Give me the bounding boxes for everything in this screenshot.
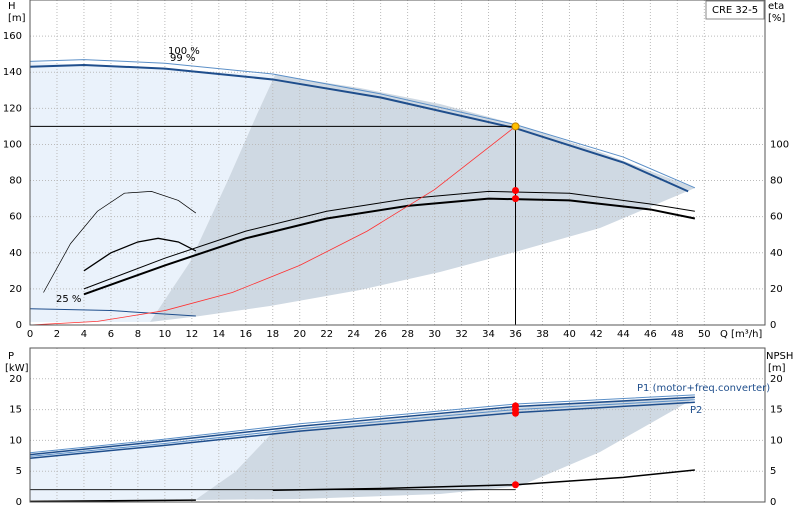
x-tick-label: 40	[563, 329, 576, 340]
curve	[29, 63, 689, 193]
x-tick-label: 18	[266, 329, 279, 340]
x-tick-label: 42	[590, 329, 603, 340]
x-tick-label: 34	[482, 329, 495, 340]
x-tick-label: 14	[212, 329, 225, 340]
x-tick-label: 4	[81, 329, 87, 340]
y2-label: eta	[768, 1, 784, 12]
x-tick-label: 10	[158, 329, 171, 340]
y-tick-label: 160	[3, 31, 22, 42]
model: CRE 32-5	[712, 5, 758, 16]
x-tick-label: 24	[347, 329, 360, 340]
x-tick-label: 2	[54, 329, 60, 340]
y2-tick-label: 20	[770, 284, 783, 295]
y-tick-label: 20	[9, 374, 22, 385]
curve	[29, 396, 695, 456]
y2-label: NPSH	[766, 351, 793, 362]
x-tick-label: 38	[536, 329, 549, 340]
y-tick-label: 60	[9, 212, 22, 223]
y2-tick-label: 80	[770, 176, 783, 187]
duty-point	[511, 122, 520, 131]
y2-tick-label: 60	[770, 212, 783, 223]
x-tick-label: 46	[644, 329, 657, 340]
x-tick-label: 48	[671, 329, 684, 340]
x-tick-label: 0	[27, 329, 33, 340]
y-label: H	[8, 1, 16, 12]
duty-point	[512, 409, 520, 417]
x-tick-label: 36	[509, 329, 522, 340]
y-tick-label: 40	[9, 248, 22, 259]
y2-tick-label: 0	[770, 497, 776, 508]
x-tick-label: 28	[401, 329, 414, 340]
curve	[29, 126, 516, 326]
curve	[29, 59, 696, 189]
y-unit: [m]	[8, 13, 26, 24]
curve	[83, 237, 197, 272]
y2-tick-label: 0	[770, 320, 776, 331]
range-area	[30, 430, 275, 500]
x-tick-label: 50	[698, 329, 711, 340]
x-tick-label: 12	[185, 329, 198, 340]
y2-unit: [m]	[768, 363, 786, 374]
plot-frame	[29, 0, 766, 326]
x-tick-label: 16	[239, 329, 252, 340]
annotation: 25 %	[56, 294, 81, 305]
y2-tick-label: 20	[770, 374, 783, 385]
curve	[29, 401, 695, 460]
y2-tick-label: 10	[770, 435, 783, 446]
y-tick-label: 80	[9, 176, 22, 187]
curve	[29, 399, 695, 457]
x-tick-label: 26	[374, 329, 387, 340]
curve	[29, 394, 695, 454]
y-label: P	[8, 351, 14, 362]
y-tick-label: 120	[3, 103, 22, 114]
duty-point	[512, 195, 520, 203]
duty-point	[512, 186, 520, 194]
y2-tick-label: 100	[770, 139, 789, 150]
x-tick-label: 20	[293, 329, 306, 340]
x-tick-label: 6	[108, 329, 114, 340]
x-label: Q [m³/h]	[720, 329, 762, 340]
plot-frame	[29, 347, 766, 503]
y-tick-label: 10	[9, 435, 22, 446]
curve	[29, 308, 196, 317]
model-box	[705, 0, 765, 20]
y-tick-label: 0	[16, 497, 22, 508]
y2-tick-label: 15	[770, 405, 783, 416]
x-tick-label: 8	[135, 329, 141, 340]
x-tick-label: 30	[428, 329, 441, 340]
annotation: P1 (motor+freq.converter)	[637, 383, 770, 394]
range-area	[195, 398, 695, 500]
annotation: 100 %	[168, 46, 200, 57]
y-tick-label: 140	[3, 67, 22, 78]
y-unit: [kW]	[5, 363, 29, 374]
annotation: 99 %	[170, 53, 195, 64]
y-tick-label: 5	[16, 466, 22, 477]
range-area	[150, 75, 695, 322]
duty-point	[512, 481, 520, 489]
y-tick-label: 100	[3, 139, 22, 150]
y-tick-label: 20	[9, 284, 22, 295]
x-tick-label: 22	[320, 329, 333, 340]
y2-tick-label: 5	[770, 466, 776, 477]
y2-tick-label: 40	[770, 248, 783, 259]
areas	[30, 62, 695, 500]
y-tick-label: 15	[9, 405, 22, 416]
annotation: P2	[690, 405, 702, 416]
y-tick-label: 0	[16, 320, 22, 331]
x-tick-label: 44	[617, 329, 630, 340]
curve	[43, 191, 197, 293]
curve	[29, 499, 196, 503]
y2-unit: [%]	[768, 13, 785, 24]
x-tick-label: 32	[455, 329, 468, 340]
